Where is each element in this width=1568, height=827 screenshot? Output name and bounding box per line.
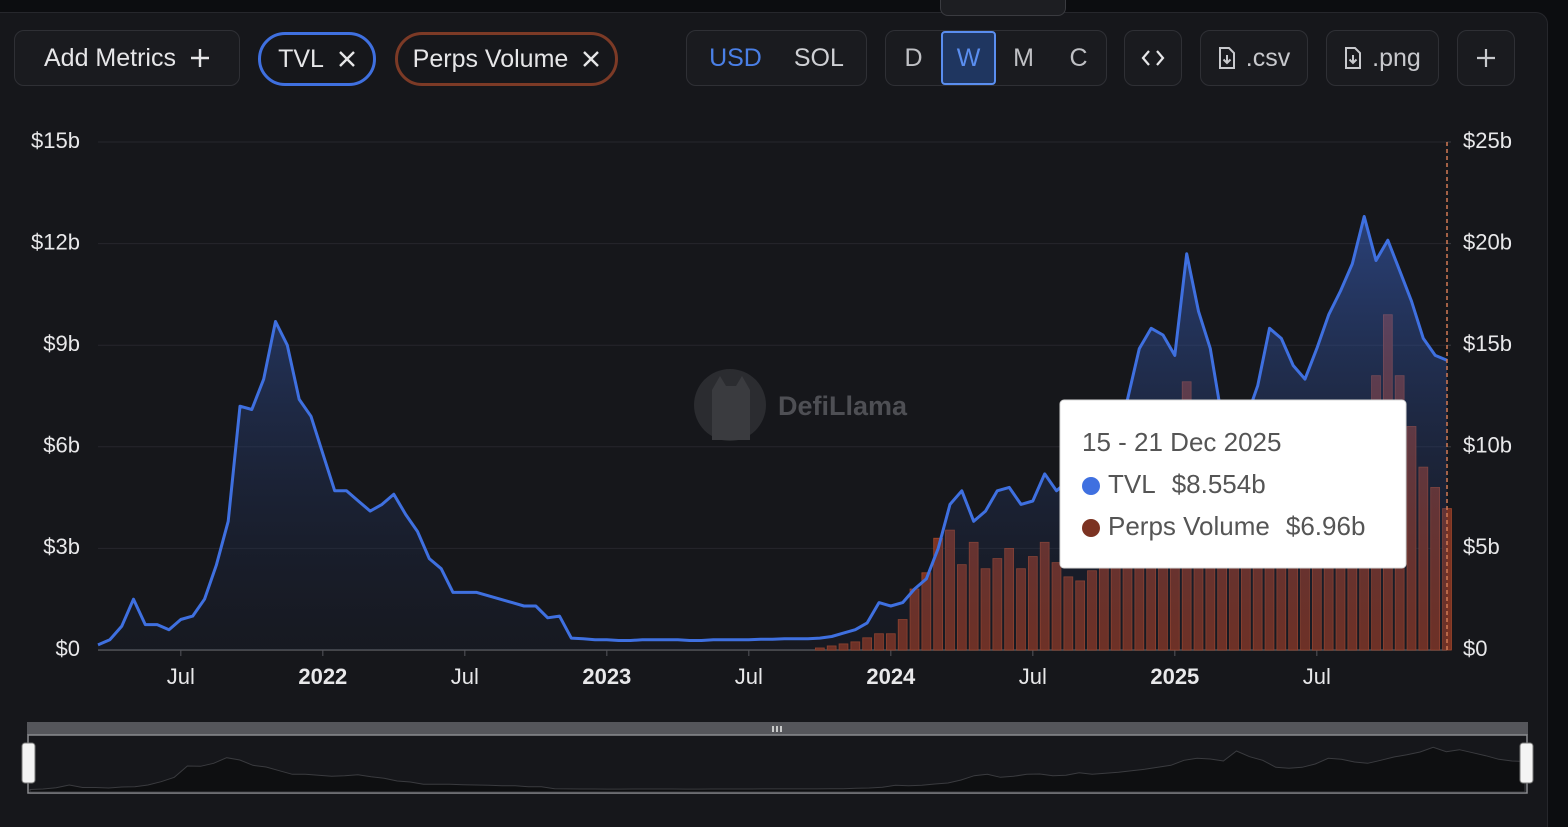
drag-tab[interactable] [940,0,1066,16]
more-button[interactable] [1457,30,1515,86]
y2-tick-label: $5b [1463,534,1500,559]
download-label: .png [1372,43,1421,72]
y2-tick-label: $0 [1463,636,1487,661]
plus-icon [190,49,209,67]
add-metrics-button[interactable]: Add Metrics [14,30,240,86]
x-tick-label: Jul [735,664,763,689]
y-tick-label: $12b [31,229,80,254]
x-tick-label: Jul [1019,664,1047,689]
y2-tick-label: $15b [1463,331,1512,356]
interval-toggle: D W M C [885,30,1107,86]
tooltip-box [1059,399,1407,569]
x-tick-label: 2022 [298,664,347,689]
embed-button[interactable] [1124,30,1182,86]
tooltip-series-name: TVL [1108,469,1156,499]
y-tick-label: $6b [43,433,80,458]
tooltip-title: 15 - 21 Dec 2025 [1082,427,1281,457]
currency-option[interactable]: USD [709,43,762,72]
watermark: DefiLlama [694,369,908,441]
watermark-text: DefiLlama [778,391,908,421]
interval-option[interactable]: D [904,43,923,72]
x-tick-label: Jul [1303,664,1331,689]
tooltip-dot [1082,519,1100,537]
y2-tick-label: $20b [1463,229,1512,254]
currency-option[interactable]: SOL [793,43,844,72]
add-metrics-label: Add Metrics [44,43,176,72]
embed-icon [1141,50,1165,66]
download-icon [1345,47,1362,69]
legend-label: Perps Volume [412,44,569,73]
legend-chip[interactable]: TVL [258,32,376,86]
tooltip-series-name: Perps Volume [1108,511,1270,541]
y2-tick-label: $10b [1463,433,1512,458]
x-tick-label: Jul [451,664,479,689]
tooltip-dot [1082,477,1100,495]
currency-toggle: USD SOL [686,30,867,86]
tooltip-value: $8.554b [1172,469,1266,499]
interval-option[interactable]: M [1013,43,1034,72]
close-icon[interactable] [338,50,356,68]
brush-handle[interactable] [1519,742,1534,784]
y2-tick-label: $25b [1463,128,1512,153]
download-label: .csv [1245,43,1291,72]
y-tick-label: $9b [43,331,80,356]
x-tick-label: 2023 [582,664,631,689]
png-button[interactable]: .png [1326,30,1439,86]
plus-icon [1477,49,1495,67]
csv-button[interactable]: .csv [1200,30,1308,86]
legend-chip[interactable]: Perps Volume [395,32,618,86]
tooltip-value: $6.96b [1286,511,1366,541]
legend-label: TVL [278,44,324,73]
x-tick-label: 2025 [1150,664,1199,689]
brush-grip[interactable] [772,726,782,732]
x-tick-label: 2024 [866,664,916,689]
close-icon[interactable] [582,50,600,68]
download-icon [1218,47,1235,69]
y-tick-label: $3b [43,534,80,559]
x-tick-label: Jul [167,664,195,689]
interval-option[interactable]: C [1069,43,1088,72]
y-tick-label: $15b [31,128,80,153]
brush-handle[interactable] [21,742,36,784]
interval-option[interactable]: W [941,31,996,85]
y-tick-label: $0 [56,636,80,661]
overview-area [29,746,1526,793]
